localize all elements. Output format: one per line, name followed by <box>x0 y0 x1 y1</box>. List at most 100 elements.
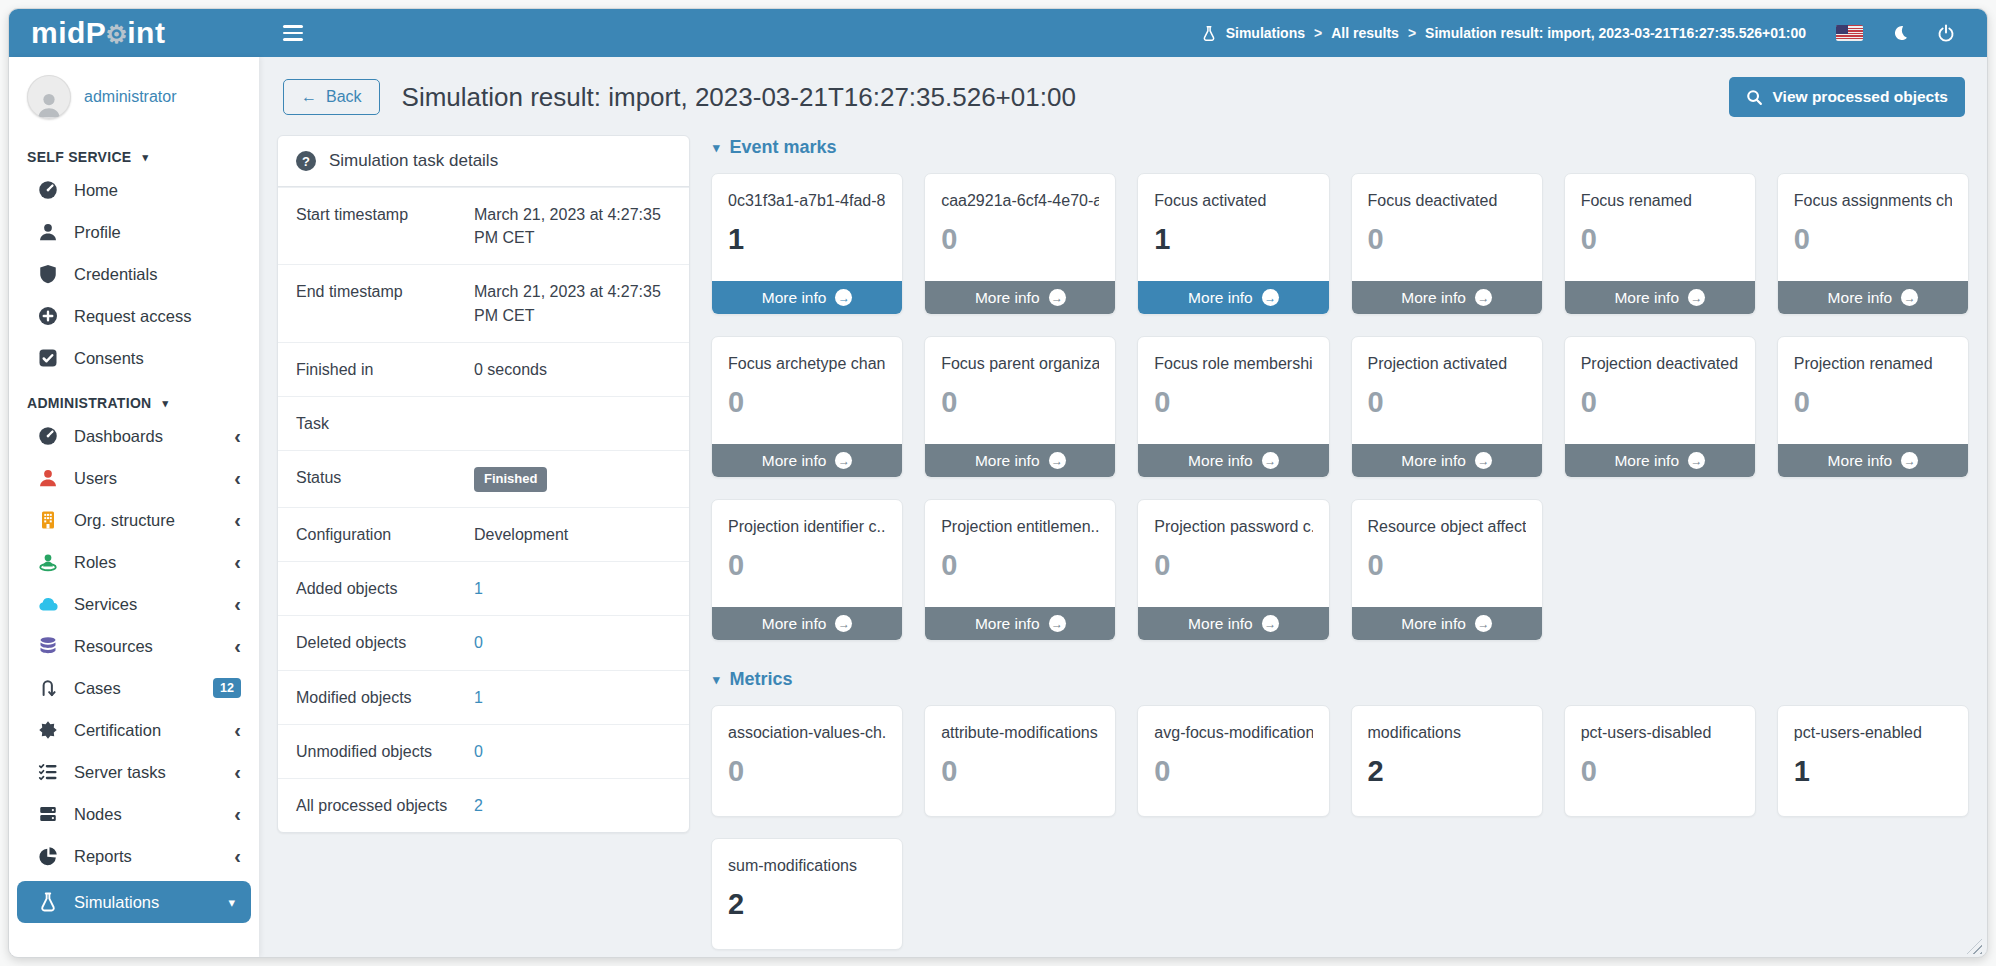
breadcrumb-current: Simulation result: import, 2023-03-21T16… <box>1425 25 1806 41</box>
sidebar-item-resources[interactable]: Resources ‹ <box>9 625 259 667</box>
chevron-down-icon: ▾ <box>228 895 235 910</box>
breadcrumb-item[interactable]: Simulations <box>1226 25 1305 41</box>
more-info-button[interactable]: More info → <box>1138 607 1328 640</box>
breadcrumb-item[interactable]: All results <box>1331 25 1399 41</box>
sidebar-item-users[interactable]: Users ‹ <box>9 457 259 499</box>
metric-title: modifications <box>1368 724 1526 742</box>
user-panel[interactable]: administrator <box>9 57 259 133</box>
metric-card: sum-modifications 2 <box>711 838 903 950</box>
deleted-objects-link[interactable]: 0 <box>454 631 671 654</box>
more-info-button[interactable]: More info → <box>1778 281 1968 314</box>
metrics-section-toggle[interactable]: ▾ Metrics <box>713 669 1969 690</box>
cloud-icon <box>37 594 59 614</box>
logout-power-icon[interactable] <box>1937 24 1955 42</box>
sidebar-item-dashboards[interactable]: Dashboards ‹ <box>9 415 259 457</box>
chevron-left-icon: ‹ <box>234 723 241 737</box>
search-icon <box>1746 89 1763 106</box>
event-mark-title: Focus archetype chan... <box>728 355 886 373</box>
more-info-button[interactable]: More info → <box>925 607 1115 640</box>
sidebar-item-label: Server tasks <box>74 763 166 782</box>
arrow-circle-right-icon: → <box>1262 289 1279 306</box>
sidebar-toggle-icon[interactable] <box>277 19 309 47</box>
event-mark-value: 0 <box>1368 225 1526 254</box>
event-mark-title: Projection identifier c... <box>728 518 886 536</box>
sidebar-item-label: Nodes <box>74 805 122 824</box>
sidebar-item-label: Simulations <box>74 893 159 912</box>
sidebar-item-server-tasks[interactable]: Server tasks ‹ <box>9 751 259 793</box>
dark-mode-moon-icon[interactable] <box>1891 24 1909 42</box>
detail-row-status: StatusFinished <box>278 450 689 507</box>
sidebar-item-services[interactable]: Services ‹ <box>9 583 259 625</box>
sidebar-item-roles[interactable]: Roles ‹ <box>9 541 259 583</box>
more-info-button[interactable]: More info → <box>1138 281 1328 314</box>
more-info-button[interactable]: More info → <box>712 281 902 314</box>
event-marks-section-toggle[interactable]: ▾ Event marks <box>713 137 1969 158</box>
sidebar-section-administration[interactable]: ADMINISTRATION ▾ <box>27 395 243 411</box>
sidebar-item-profile[interactable]: Profile <box>9 211 259 253</box>
sidebar-item-label: Credentials <box>74 265 157 284</box>
user-name[interactable]: administrator <box>84 88 176 106</box>
logo-text-pre: midP <box>31 16 106 50</box>
sidebar-item-nodes[interactable]: Nodes ‹ <box>9 793 259 835</box>
details-card-header: ? Simulation task details <box>278 136 689 187</box>
metric-card: association-values-ch... 0 <box>711 705 903 817</box>
more-info-button[interactable]: More info → <box>1352 444 1542 477</box>
view-processed-objects-button[interactable]: View processed objects <box>1729 77 1965 117</box>
more-info-button[interactable]: More info → <box>1138 444 1328 477</box>
server-icon <box>37 804 59 824</box>
arrow-circle-right-icon: → <box>1049 615 1066 632</box>
chevron-left-icon: ‹ <box>234 429 241 443</box>
sidebar-item-reports[interactable]: Reports ‹ <box>9 835 259 877</box>
flask-icon <box>37 892 59 912</box>
metric-title: sum-modifications <box>728 857 886 875</box>
more-info-button[interactable]: More info → <box>1352 607 1542 640</box>
help-question-icon[interactable]: ? <box>296 151 316 171</box>
language-flag-us[interactable] <box>1836 25 1863 41</box>
sidebar-item-label: Roles <box>74 553 116 572</box>
sidebar-item-home[interactable]: Home <box>9 169 259 211</box>
unmodified-objects-link[interactable]: 0 <box>454 740 671 763</box>
detail-row: End timestampMarch 21, 2023 at 4:27:35 P… <box>278 264 689 341</box>
metric-value: 1 <box>1794 757 1952 786</box>
sidebar-item-certification[interactable]: Certification ‹ <box>9 709 259 751</box>
sidebar-item-consents[interactable]: Consents <box>9 337 259 379</box>
sidebar-item-credentials[interactable]: Credentials <box>9 253 259 295</box>
section-label: SELF SERVICE <box>27 149 131 165</box>
sidebar-item-cases[interactable]: Cases 12 <box>9 667 259 709</box>
user-silhouette-icon <box>34 89 64 119</box>
chevron-left-icon: ‹ <box>234 513 241 527</box>
sidebar-item-label: Users <box>74 469 117 488</box>
sidebar-item-simulations[interactable]: Simulations ▾ <box>17 881 251 923</box>
event-mark-value: 0 <box>1581 388 1739 417</box>
more-info-button[interactable]: More info → <box>1565 281 1755 314</box>
sidebar-item-label: Dashboards <box>74 427 163 446</box>
task-list-icon <box>37 762 59 782</box>
event-mark-value: 0 <box>1794 388 1952 417</box>
arrow-circle-right-icon: → <box>1262 452 1279 469</box>
added-objects-link[interactable]: 1 <box>454 577 671 600</box>
chevron-left-icon: ‹ <box>234 849 241 863</box>
event-mark-value: 1 <box>1154 225 1312 254</box>
certificate-seal-icon <box>37 720 59 740</box>
sidebar-section-self-service[interactable]: SELF SERVICE ▾ <box>27 149 243 165</box>
metric-value: 2 <box>728 890 886 919</box>
more-info-button[interactable]: More info → <box>1352 281 1542 314</box>
more-info-button[interactable]: More info → <box>925 444 1115 477</box>
more-info-button[interactable]: More info → <box>925 281 1115 314</box>
all-processed-objects-link[interactable]: 2 <box>454 794 671 817</box>
event-mark-title: Focus role membershi... <box>1154 355 1312 373</box>
more-info-button[interactable]: More info → <box>1565 444 1755 477</box>
shield-icon <box>37 264 59 284</box>
event-mark-value: 0 <box>941 551 1099 580</box>
more-info-button[interactable]: More info → <box>712 607 902 640</box>
back-button[interactable]: ← Back <box>283 79 380 115</box>
event-mark-value: 0 <box>1154 388 1312 417</box>
sidebar-item-org-structure[interactable]: Org. structure ‹ <box>9 499 259 541</box>
sidebar-item-request-access[interactable]: Request access <box>9 295 259 337</box>
more-info-button[interactable]: More info → <box>712 444 902 477</box>
modified-objects-link[interactable]: 1 <box>454 686 671 709</box>
role-person-icon <box>37 552 59 572</box>
more-info-button[interactable]: More info → <box>1778 444 1968 477</box>
sidebar-item-label: Services <box>74 595 137 614</box>
sidebar-item-label: Home <box>74 181 118 200</box>
